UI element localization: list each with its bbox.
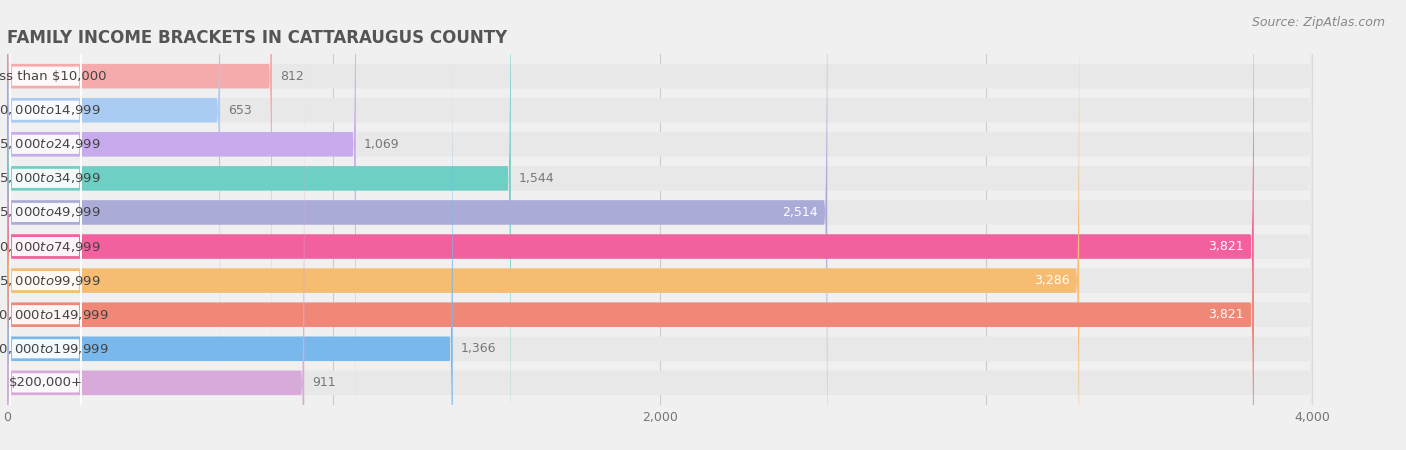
Text: 3,821: 3,821 [1208, 308, 1244, 321]
Text: 3,286: 3,286 [1033, 274, 1070, 287]
Text: Less than $10,000: Less than $10,000 [0, 70, 107, 83]
FancyBboxPatch shape [7, 0, 1080, 450]
FancyBboxPatch shape [7, 0, 1312, 450]
Text: $150,000 to $199,999: $150,000 to $199,999 [0, 342, 108, 356]
FancyBboxPatch shape [10, 0, 82, 450]
Text: $15,000 to $24,999: $15,000 to $24,999 [0, 137, 100, 151]
FancyBboxPatch shape [7, 0, 1312, 450]
Text: 653: 653 [228, 104, 252, 117]
FancyBboxPatch shape [7, 0, 1312, 450]
FancyBboxPatch shape [10, 0, 82, 339]
FancyBboxPatch shape [7, 0, 1254, 450]
FancyBboxPatch shape [7, 20, 1312, 450]
Text: FAMILY INCOME BRACKETS IN CATTARAUGUS COUNTY: FAMILY INCOME BRACKETS IN CATTARAUGUS CO… [7, 29, 508, 47]
FancyBboxPatch shape [7, 0, 1312, 450]
FancyBboxPatch shape [7, 0, 510, 450]
Text: $200,000+: $200,000+ [8, 376, 83, 389]
Text: 1,544: 1,544 [519, 172, 554, 185]
Text: 3,821: 3,821 [1208, 240, 1244, 253]
Text: $100,000 to $149,999: $100,000 to $149,999 [0, 308, 108, 322]
FancyBboxPatch shape [7, 54, 304, 450]
FancyBboxPatch shape [10, 0, 82, 450]
FancyBboxPatch shape [10, 18, 82, 450]
FancyBboxPatch shape [7, 0, 1312, 450]
FancyBboxPatch shape [7, 0, 271, 405]
Text: $50,000 to $74,999: $50,000 to $74,999 [0, 239, 100, 253]
FancyBboxPatch shape [7, 0, 1312, 405]
FancyBboxPatch shape [7, 0, 827, 450]
Text: 1,366: 1,366 [461, 342, 496, 355]
Text: 2,514: 2,514 [782, 206, 817, 219]
FancyBboxPatch shape [10, 52, 82, 450]
FancyBboxPatch shape [7, 0, 356, 450]
FancyBboxPatch shape [7, 0, 1312, 450]
Text: 812: 812 [280, 70, 304, 83]
Text: $75,000 to $99,999: $75,000 to $99,999 [0, 274, 100, 288]
FancyBboxPatch shape [7, 0, 221, 439]
FancyBboxPatch shape [10, 0, 82, 374]
Text: 1,069: 1,069 [364, 138, 399, 151]
FancyBboxPatch shape [7, 20, 453, 450]
FancyBboxPatch shape [7, 0, 1312, 439]
FancyBboxPatch shape [10, 0, 82, 407]
Text: 911: 911 [312, 376, 336, 389]
FancyBboxPatch shape [10, 86, 82, 450]
FancyBboxPatch shape [7, 54, 1312, 450]
Text: $35,000 to $49,999: $35,000 to $49,999 [0, 206, 100, 220]
Text: Source: ZipAtlas.com: Source: ZipAtlas.com [1251, 16, 1385, 29]
FancyBboxPatch shape [10, 0, 82, 441]
FancyBboxPatch shape [10, 120, 82, 450]
Text: $25,000 to $34,999: $25,000 to $34,999 [0, 171, 100, 185]
Text: $10,000 to $14,999: $10,000 to $14,999 [0, 103, 100, 117]
FancyBboxPatch shape [7, 0, 1254, 450]
